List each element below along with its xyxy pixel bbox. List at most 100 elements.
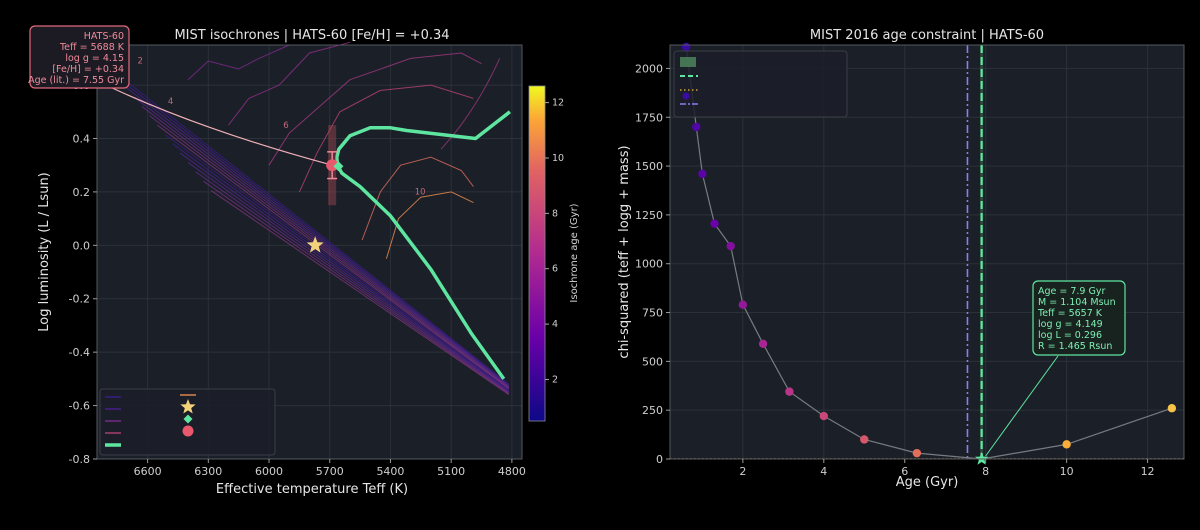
ms-track bbox=[195, 171, 510, 394]
x-tick-label: 8 bbox=[982, 465, 989, 478]
x-tick-label: 6300 bbox=[194, 465, 222, 478]
ms-track bbox=[126, 87, 510, 387]
y-tick-label: 0 bbox=[656, 453, 663, 466]
y-tick-label: 500 bbox=[642, 355, 663, 368]
turnoff-loop bbox=[298, 84, 474, 193]
turnoff-loop bbox=[268, 52, 482, 166]
isochrone-legend bbox=[99, 388, 276, 456]
ms-track bbox=[157, 124, 510, 390]
isochrone-age-label: 6 bbox=[283, 121, 288, 131]
hook-curve bbox=[440, 58, 501, 150]
isochrone-age-label: 2 bbox=[137, 57, 142, 67]
ms-track bbox=[110, 68, 510, 385]
x-tick-label: 6000 bbox=[255, 465, 283, 478]
ms-track bbox=[180, 152, 510, 392]
age-legend-box bbox=[673, 50, 848, 118]
age-legend bbox=[673, 50, 848, 118]
best-fit-age-point bbox=[975, 452, 989, 465]
hats60-marker bbox=[326, 159, 339, 172]
y-tick-label: 2000 bbox=[635, 62, 663, 75]
isochrone-age-label: 10 bbox=[415, 188, 426, 198]
chi2-data-point bbox=[698, 169, 707, 179]
isochrone-frame bbox=[96, 44, 523, 460]
chi2-data-point bbox=[1167, 404, 1177, 413]
chi2-connecting-line bbox=[685, 46, 1173, 460]
chi2-data-point bbox=[1062, 440, 1071, 449]
x-tick-label: 4 bbox=[820, 465, 827, 478]
age-ticks: 2 4 6 8 10 12 0 250 500 750 1000 1250 1500 1750 2000 bbox=[635, 62, 1155, 478]
y-tick-label: 250 bbox=[642, 404, 663, 417]
age-chi2-series bbox=[681, 42, 1177, 465]
y-tick-label: 1250 bbox=[635, 209, 663, 222]
y-tick-label: -0.4 bbox=[69, 346, 90, 359]
bestfit-annotation: Age = 7.9 Gyr M = 1.104 Msun Teff = 5657… bbox=[1032, 280, 1126, 356]
age-title: MIST 2016 age constraint | HATS-60 bbox=[810, 28, 1044, 43]
best-fit-marker bbox=[333, 161, 344, 172]
x-tick-label: 5100 bbox=[437, 465, 465, 478]
colorbar-tick-label: 10 bbox=[552, 153, 564, 164]
y-tick-label: 1500 bbox=[635, 160, 663, 173]
x-tick-label: 5700 bbox=[316, 465, 344, 478]
y-tick-label: 0.2 bbox=[73, 186, 91, 199]
bestfit-annotation-box bbox=[1032, 280, 1126, 356]
bestfit-line-3: Teff = 5657 K bbox=[1037, 308, 1103, 319]
turnoff-loop bbox=[361, 156, 474, 241]
ms-track bbox=[164, 134, 510, 391]
x-tick-label: 6 bbox=[901, 465, 908, 478]
chi2-data-point bbox=[681, 42, 691, 52]
chi2-data-point bbox=[758, 339, 768, 348]
isochrone-age-label: 4 bbox=[168, 97, 173, 107]
bestfit-line-1: Age = 7.9 Gyr bbox=[1038, 286, 1105, 297]
colorbar-label: Isochrone age (Gyr) bbox=[569, 203, 580, 302]
turnoff-loop bbox=[187, 44, 290, 81]
age-ylabel: chi-squared (teff + logg + mass) bbox=[617, 145, 632, 358]
ms-track bbox=[172, 143, 510, 392]
ms-track bbox=[149, 115, 510, 389]
colorbar-tick-label: 4 bbox=[552, 319, 558, 330]
turnoff-loop bbox=[228, 41, 351, 126]
x-tick-label: 6600 bbox=[134, 465, 162, 478]
isochrone-fan: 2 4 6 10 bbox=[110, 41, 510, 396]
annotation-line-3: log g = 4.15 bbox=[65, 53, 124, 64]
legend-point-glyph bbox=[682, 92, 690, 100]
age-xlabel: Age (Gyr) bbox=[896, 475, 959, 490]
isochrone-xlabel: Effective temperature Teff (K) bbox=[216, 482, 408, 497]
bestfit-line-5: log L = 0.296 bbox=[1038, 330, 1102, 341]
annotation-line-1: HATS-60 bbox=[84, 31, 124, 42]
y-tick-label: -0.8 bbox=[69, 453, 90, 466]
colorbar-tick-label: 2 bbox=[552, 374, 558, 385]
x-tick-label: 2 bbox=[739, 465, 746, 478]
isochrone-ticks: 6600 6300 6000 5700 5400 5100 4800 -0.8 -0.6 -0.4… bbox=[69, 79, 526, 478]
isochrone-panel: 2 4 6 10 6600 6300 6000 5700 5400 5100 4800 -0.8 -0… bbox=[28, 25, 580, 497]
sun-marker bbox=[306, 236, 324, 253]
ms-track bbox=[187, 162, 510, 393]
colorbar-tick-label: 12 bbox=[552, 98, 564, 109]
y-tick-label: 750 bbox=[642, 307, 663, 320]
isochrone-ylabel: Log luminosity (L / Lsun) bbox=[37, 172, 52, 332]
chi2-data-point bbox=[738, 300, 748, 309]
ms-track bbox=[203, 180, 510, 395]
colorbar-gradient bbox=[528, 85, 546, 422]
bestfit-line-2: M = 1.104 Msun bbox=[1038, 297, 1116, 308]
colorbar-tick-label: 6 bbox=[552, 264, 558, 275]
age-constraint-panel: 2 4 6 8 10 12 0 250 500 750 1000 1250 1500 1750 2000 M… bbox=[617, 28, 1185, 490]
legend-circle bbox=[182, 425, 194, 437]
x-tick-label: 4800 bbox=[498, 465, 526, 478]
ms-track bbox=[141, 106, 510, 388]
bestfit-line-6: R = 1.465 Rsun bbox=[1038, 341, 1112, 352]
hats60-callout-line bbox=[107, 85, 333, 166]
chi2-data-point bbox=[912, 448, 922, 458]
hats60-annotation-box bbox=[29, 25, 130, 89]
legend-swatch bbox=[680, 57, 696, 67]
age-frame bbox=[669, 44, 1185, 460]
y-tick-label: 1000 bbox=[635, 258, 663, 271]
y-tick-label: 0.4 bbox=[73, 132, 91, 145]
colorbar-tick-label: 8 bbox=[552, 208, 558, 219]
isochrone-title: MIST isochrones | HATS-60 [Fe/H] = +0.34 bbox=[174, 28, 449, 43]
legend-diamond bbox=[183, 414, 193, 424]
x-tick-label: 5400 bbox=[376, 465, 404, 478]
x-tick-label: 12 bbox=[1141, 465, 1155, 478]
bestfit-annotation-arrow bbox=[985, 355, 1059, 457]
